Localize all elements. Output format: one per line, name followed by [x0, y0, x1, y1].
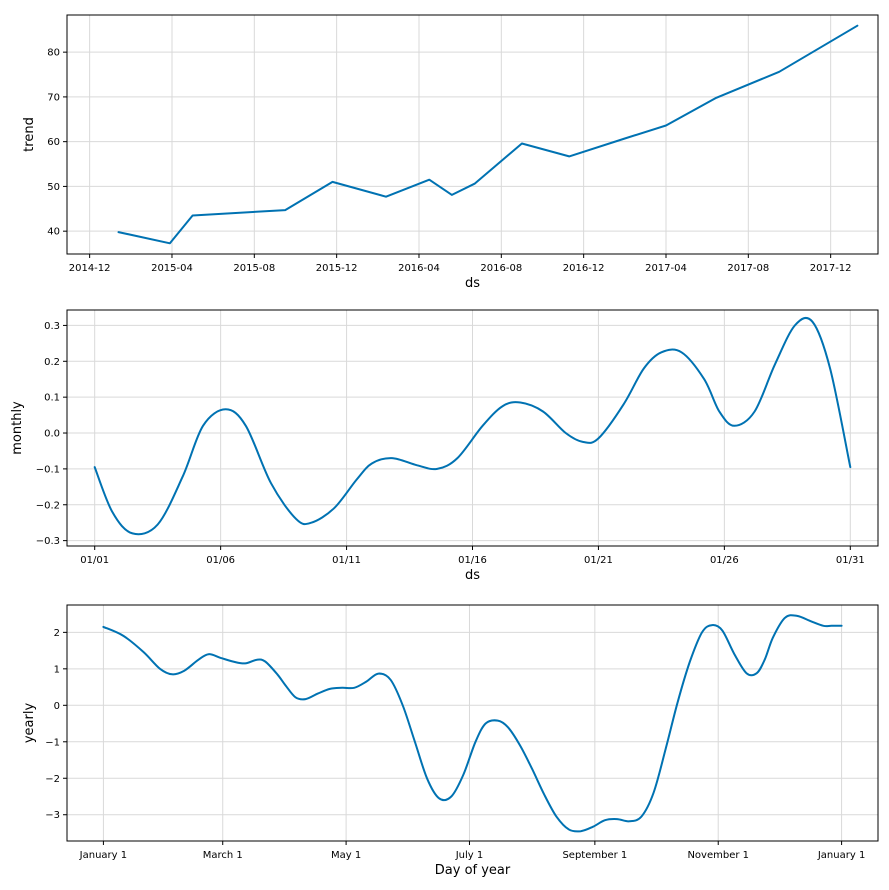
- monthly-y-tick-label: 0.2: [44, 357, 60, 368]
- monthly-panel: 01/01 01/06 01/11 01/16 01/21 01/26 01/31 −0.3…: [10, 309, 879, 583]
- yearly-x-tick-label: May 1: [331, 850, 361, 861]
- monthly-x-tick-label: 01/31: [836, 555, 865, 566]
- trend-x-tick-label: 2017-12: [810, 263, 852, 274]
- trend-x-axis-label: ds: [465, 276, 480, 291]
- trend-y-tick-label: 40: [47, 227, 60, 238]
- yearly-y-tick-label: −1: [45, 737, 60, 748]
- yearly-y-tick-label: 0: [54, 701, 60, 712]
- monthly-grid: [67, 310, 878, 546]
- yearly-y-ticks: −3 −2 −1 0 1 2: [45, 628, 67, 821]
- trend-y-axis-label: trend: [22, 117, 37, 152]
- monthly-y-tick-label: −0.2: [36, 500, 60, 511]
- monthly-x-ticks: 01/01 01/06 01/11 01/16 01/21 01/26 01/31: [80, 546, 865, 566]
- trend-x-tick-label: 2015-12: [316, 263, 358, 274]
- monthly-x-tick-label: 01/16: [458, 555, 487, 566]
- monthly-y-tick-label: 0.1: [44, 393, 60, 404]
- yearly-x-tick-label: January 1: [79, 850, 127, 861]
- trend-panel: 2014-12 2015-04 2015-08 2015-12 2016-04 2016-…: [22, 14, 879, 291]
- yearly-line: [102, 614, 843, 833]
- yearly-x-tick-label: September 1: [562, 850, 627, 861]
- monthly-y-ticks: −0.3 −0.2 −0.1 0.0 0.1 0.2 0.3: [36, 321, 67, 547]
- trend-x-tick-label: 2015-04: [151, 263, 193, 274]
- trend-y-ticks: 40 50 60 70 80: [47, 48, 67, 238]
- trend-x-tick-label: 2017-04: [645, 263, 687, 274]
- yearly-x-axis-label: Day of year: [435, 863, 511, 878]
- yearly-y-axis-label: yearly: [22, 703, 37, 744]
- trend-grid: [67, 15, 878, 254]
- yearly-y-tick-label: −2: [45, 774, 60, 785]
- yearly-x-tick-label: November 1: [687, 850, 749, 861]
- yearly-axes-frame: [66, 604, 879, 842]
- trend-x-tick-label: 2017-08: [727, 263, 769, 274]
- yearly-x-tick-label: March 1: [203, 850, 243, 861]
- monthly-y-tick-label: −0.3: [36, 536, 60, 547]
- trend-x-tick-label: 2016-12: [563, 263, 605, 274]
- yearly-y-tick-label: 2: [54, 628, 60, 639]
- monthly-x-axis-label: ds: [465, 568, 480, 583]
- monthly-y-axis-label: monthly: [10, 401, 25, 455]
- monthly-line: [93, 316, 852, 536]
- yearly-x-tick-label: July 1: [455, 850, 484, 861]
- yearly-y-tick-label: 1: [54, 664, 60, 675]
- yearly-x-tick-label: January 1: [817, 850, 865, 861]
- monthly-x-tick-label: 01/26: [710, 555, 739, 566]
- yearly-panel: January 1 March 1 May 1 July 1 September 1 No…: [22, 604, 879, 878]
- trend-y-tick-label: 80: [47, 48, 60, 59]
- monthly-x-tick-label: 01/11: [332, 555, 361, 566]
- yearly-grid: [67, 605, 878, 841]
- yearly-y-tick-label: −3: [45, 810, 60, 821]
- trend-axes-frame: [66, 14, 879, 255]
- trend-y-tick-label: 50: [47, 182, 60, 193]
- monthly-x-tick-label: 01/06: [206, 555, 235, 566]
- trend-x-tick-label: 2014-12: [69, 263, 111, 274]
- trend-x-tick-label: 2015-08: [233, 263, 275, 274]
- trend-x-ticks: 2014-12 2015-04 2015-08 2015-12 2016-04 2016-…: [69, 254, 852, 274]
- trend-y-tick-label: 70: [47, 92, 60, 103]
- monthly-y-tick-label: −0.1: [36, 464, 60, 475]
- monthly-x-tick-label: 01/21: [584, 555, 613, 566]
- trend-line: [117, 24, 859, 245]
- monthly-x-tick-label: 01/01: [80, 555, 109, 566]
- trend-x-tick-label: 2016-08: [480, 263, 522, 274]
- trend-y-tick-label: 60: [47, 137, 60, 148]
- monthly-y-tick-label: 0.0: [44, 429, 60, 440]
- monthly-y-tick-label: 0.3: [44, 321, 60, 332]
- yearly-x-ticks: January 1 March 1 May 1 July 1 September 1 No…: [79, 841, 865, 861]
- trend-x-tick-label: 2016-04: [398, 263, 440, 274]
